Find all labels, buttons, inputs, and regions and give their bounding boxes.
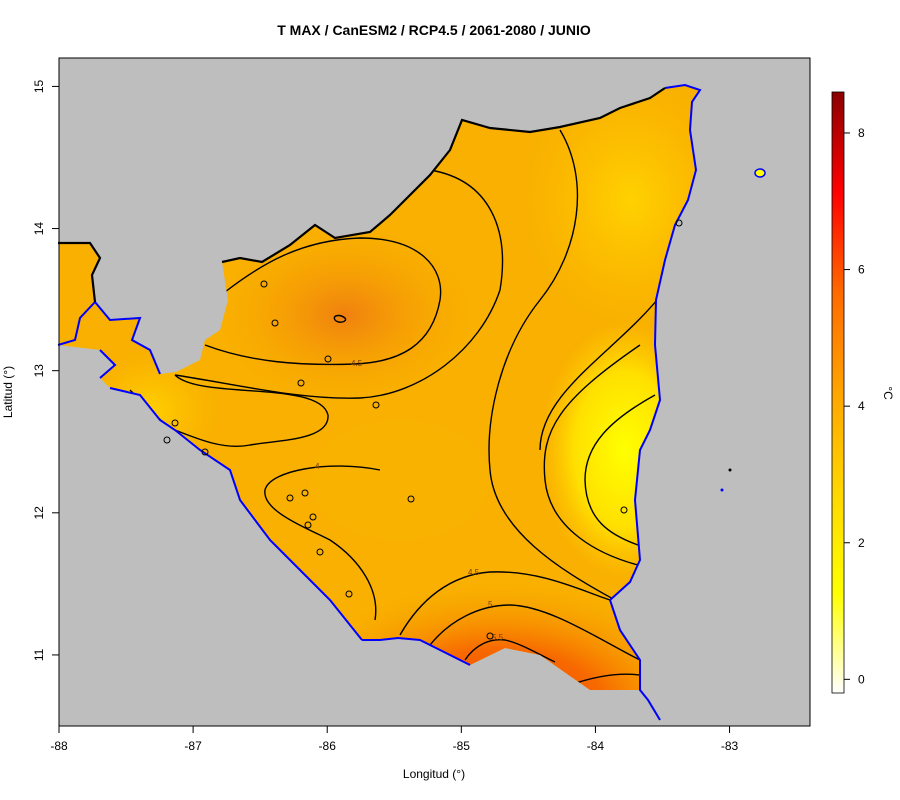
station-marker [201,448,209,456]
x-tick-label: -86 [319,739,337,753]
stations [163,219,683,640]
x-axis: -88 -87 -86 -85 -84 -83 [50,726,739,753]
contour-line [204,237,442,366]
contour-line [399,571,611,636]
y-tick-label: 12 [32,506,46,520]
y-tick-label: 13 [32,364,46,378]
x-tick-label: -87 [184,739,202,753]
country-border [58,87,666,303]
y-axis: 11 12 13 14 15 [32,79,59,661]
station-marker [260,280,268,288]
y-axis-label: Latitud (°) [1,366,15,418]
colorbar-tick-label: 0 [858,672,865,686]
station-marker [372,401,380,409]
contour-line [539,289,666,451]
contour-line [264,465,381,621]
station-marker [286,494,294,502]
contour-line [488,129,616,601]
contour-label: 5 [488,600,493,609]
offshore-islands [720,168,766,492]
station-marker [486,632,494,640]
station-marker [304,521,312,529]
contour-label: 4.5 [351,359,363,368]
station-marker [309,513,317,521]
colorbar-tick-label: 6 [858,263,865,277]
colorbar-tick-label: 8 [858,126,865,140]
station-marker [301,489,309,497]
station-marker [316,548,324,556]
station-marker [675,219,683,227]
contour-line [174,169,504,399]
contour-lines [129,129,666,686]
pacific-coastline [99,349,363,641]
x-axis-label: Longitud (°) [403,767,465,781]
gulf-coastline [57,300,161,375]
coastlines [57,83,702,721]
caribbean-coastline [608,83,702,721]
contour-line [333,314,347,323]
station-marker [324,355,332,363]
station-marker [163,436,171,444]
contour-label: 4 [315,462,320,471]
colorbar-axis: 0 2 4 6 8 [844,126,865,686]
y-tick-label: 14 [32,222,46,236]
colorbar-tick-label: 4 [858,399,865,413]
lake-shore [362,636,471,666]
station-marker [297,379,305,387]
station-marker [171,419,179,427]
colorbar [831,91,845,694]
station-marker [407,495,415,503]
chart-title: T MAX / CanESM2 / RCP4.5 / 2061-2080 / J… [277,22,591,38]
contour-label: 4.5 [468,568,480,577]
colorbar-tick-label: 2 [858,536,865,550]
contour-labels: 4.5 4 4.5 5 5.5 [315,359,504,642]
contour-label: 5.5 [492,633,504,642]
y-tick-label: 11 [32,648,46,661]
x-tick-label: -85 [453,739,471,753]
plot-frame [58,57,811,727]
x-tick-label: -88 [50,739,68,753]
contour-line [543,344,641,566]
station-marker [345,590,353,598]
y-tick-label: 15 [32,79,46,93]
contour-line [174,374,329,447]
contour-line [584,394,656,546]
station-marker [271,319,279,327]
station-marker [620,506,628,514]
colorbar-unit-label: °C [881,386,895,400]
contour-line [464,638,556,663]
x-tick-label: -84 [587,739,605,753]
contour-line [429,604,641,661]
x-tick-label: -83 [721,739,739,753]
